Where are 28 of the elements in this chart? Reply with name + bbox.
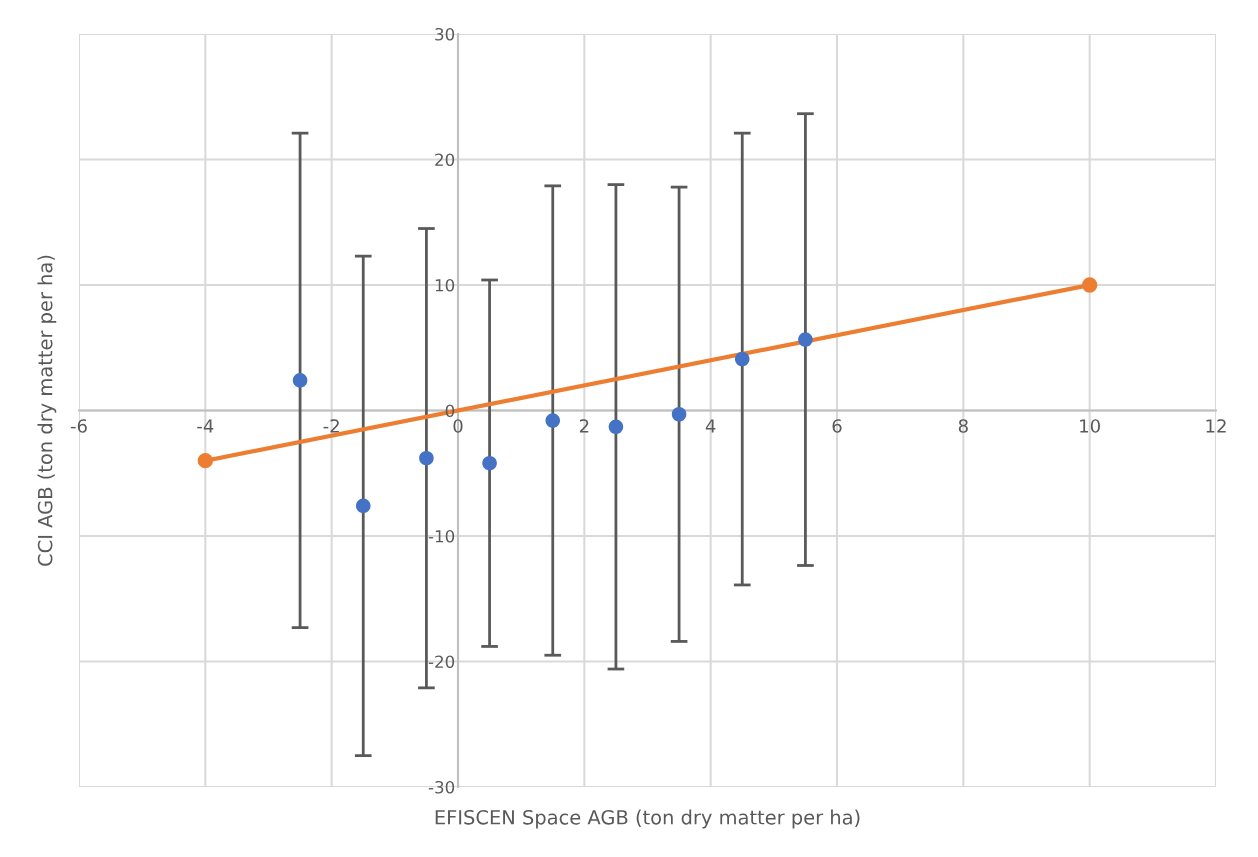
- x-tick-label: 6: [832, 419, 842, 433]
- point: [545, 413, 561, 428]
- x-tick-label: -2: [323, 419, 339, 433]
- y-axis-title: CCI AGB (ton dry matter per ha): [37, 255, 57, 566]
- x-tick-label: -4: [197, 419, 214, 433]
- x-axis-title: EFISCEN Space AGB (ton dry matter per ha): [435, 809, 860, 829]
- x-tick-label: 10: [1080, 419, 1100, 433]
- x-tick-label: 8: [958, 419, 968, 433]
- y-tick-label: 30: [435, 27, 455, 41]
- y-tick-label: -30: [428, 780, 455, 794]
- point: [197, 453, 213, 469]
- point: [419, 450, 434, 466]
- x-tick-label: 2: [579, 419, 589, 433]
- point: [608, 419, 624, 435]
- point: [671, 406, 687, 422]
- point: [1082, 277, 1098, 293]
- x-tick-label: 4: [705, 419, 716, 433]
- point: [798, 332, 813, 347]
- y-tick-label: 20: [435, 153, 455, 167]
- point: [482, 455, 497, 471]
- y-tick-label: -20: [428, 655, 455, 669]
- x-tick-label: -6: [70, 419, 87, 433]
- y-tick-label: -10: [428, 529, 455, 543]
- y-tick-label: 10: [435, 278, 455, 292]
- x-tick-label: 12: [1206, 419, 1226, 433]
- point: [734, 351, 750, 367]
- point: [355, 498, 371, 514]
- point: [292, 373, 308, 388]
